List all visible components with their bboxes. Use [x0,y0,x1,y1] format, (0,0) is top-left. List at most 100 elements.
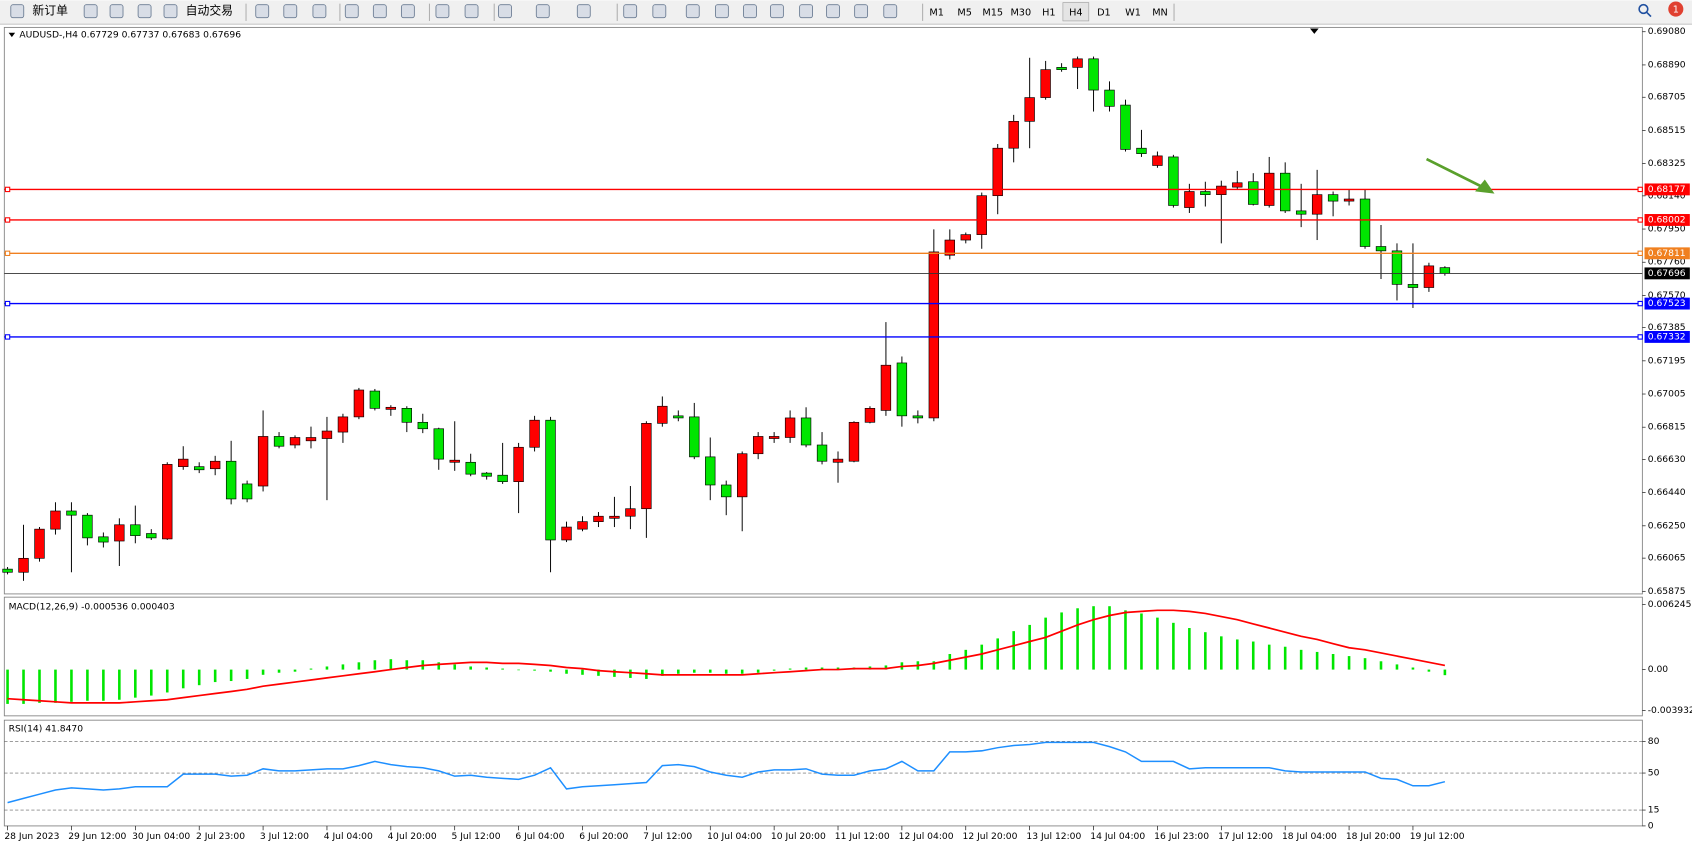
candle-body [625,508,636,517]
macd-bar [1028,624,1031,670]
toolbar-icon[interactable] [10,4,25,19]
toolbar-icon[interactable] [743,4,757,19]
notification-badge[interactable] [1668,1,1684,17]
search-icon[interactable] [1638,3,1649,15]
macd-bar [22,669,25,704]
y-tick-label: 0.66250 [1648,520,1686,531]
new-order-button[interactable]: 新订单 [32,4,68,18]
toolbar-icon[interactable] [400,4,415,19]
toolbar-icon[interactable] [435,4,450,19]
candle-body [593,515,604,522]
toolbar-icon[interactable] [623,4,638,19]
toolbar-icon[interactable] [714,4,729,19]
timeframe-button[interactable]: H1 [1042,7,1055,18]
toolbar-icon[interactable] [535,4,550,19]
timeframe-button[interactable]: W1 [1125,7,1141,18]
line-anchor[interactable] [4,250,11,257]
toolbar-icon[interactable] [883,4,898,19]
line-anchor[interactable] [1637,250,1643,257]
timeframe-button[interactable]: H4 [1069,7,1082,18]
toolbar-icon[interactable] [826,4,840,19]
macd-bar [1188,628,1191,670]
y-tick-label: 80 [1648,736,1660,747]
toolbar-icon[interactable] [83,4,98,19]
line-anchor[interactable] [1637,300,1643,307]
annotation-arrow [1425,157,1488,191]
candle-body [114,524,125,542]
toolbar-icon[interactable] [255,4,270,19]
macd-bar [708,669,712,673]
timeframe-button[interactable]: M15 [982,7,1003,18]
toolbar-icon[interactable] [283,4,298,19]
macd-bar [357,662,361,670]
candle-body [752,436,764,455]
x-tick-label: 2 Jul 23:00 [196,831,245,842]
toolbar-icon[interactable] [854,4,869,19]
y-tick-label: 0.00 [1648,664,1669,675]
candle-body [1248,181,1259,205]
toolbar-icon[interactable] [137,4,152,19]
line-anchor[interactable] [1637,217,1643,223]
candle-body [689,416,700,458]
auto-trading-button[interactable]: 自动交易 [186,4,233,18]
candle-body [82,514,93,539]
line-anchor[interactable] [1637,334,1643,340]
line-anchor[interactable] [4,186,11,193]
macd-bar [134,669,137,698]
candle-body [1072,58,1083,68]
line-anchor[interactable] [4,217,11,223]
y-tick-label: 0.69080 [1648,26,1686,37]
line-anchor[interactable] [1637,186,1643,193]
candle-body [1120,104,1131,150]
y-tick-label: 0.66440 [1648,487,1686,498]
toolbar-icon[interactable] [685,4,700,19]
toolbar-icon[interactable] [109,4,124,19]
macd-bar [453,664,457,670]
toolbar-icon[interactable] [312,4,327,19]
x-tick-label: 17 Jul 12:00 [1218,831,1273,842]
x-tick-label: 4 Jul 20:00 [388,831,437,842]
timeframe-button[interactable]: M30 [1010,7,1031,18]
macd-bar [756,669,760,673]
search-icon-handle [1646,11,1652,18]
timeframe-button[interactable]: M1 [929,7,944,18]
macd-bar [485,667,488,670]
macd-bar [325,666,329,670]
shift-marker [1310,28,1319,34]
macd-bar [1315,651,1319,670]
toolbar-icon[interactable] [652,4,667,19]
macd-bar [820,667,824,670]
x-tick-label: 16 Jul 23:00 [1154,831,1209,842]
candle-body [401,408,412,423]
macd-bar [836,667,840,670]
toolbar-icon[interactable] [576,4,591,19]
candle-body [209,460,221,470]
timeframe-button[interactable]: MN [1152,7,1168,18]
price-panel [3,26,1643,595]
x-tick-label: 4 Jul 04:00 [324,831,373,842]
timeframe-button[interactable]: D1 [1097,7,1111,18]
macd-bar [389,659,393,670]
macd-bar [1283,646,1287,670]
toolbar-icon[interactable] [498,4,512,19]
toolbar-icon[interactable] [163,4,178,19]
toolbar-icon[interactable] [344,4,359,19]
line-anchor[interactable] [4,334,11,340]
annotation-arrowhead [1475,179,1495,194]
toolbar-icon[interactable] [770,4,784,19]
toolbar-icon[interactable] [464,4,479,19]
candle-body [657,405,668,424]
toolbar-icon[interactable] [799,4,813,19]
y-tick-label: 0.006245 [1648,599,1692,610]
collapse-arrow[interactable] [8,32,16,38]
timeframe-button[interactable]: M5 [957,7,972,18]
macd-bar [996,638,1000,670]
price-label-box [1644,297,1690,310]
line-anchor[interactable] [4,300,11,307]
toolbar-icon[interactable] [372,4,387,19]
macd-bar [1395,664,1399,670]
macd-bar [533,669,536,671]
macd-bar [1108,606,1111,670]
candle-body [337,416,349,433]
